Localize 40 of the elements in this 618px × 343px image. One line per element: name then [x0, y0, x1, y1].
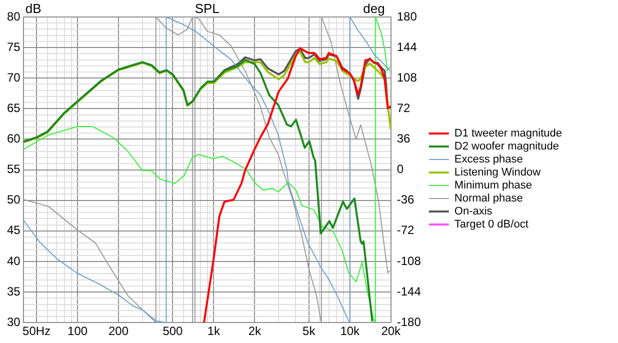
y2-tick-label: -36 — [396, 192, 415, 207]
legend-label: Target 0 dB/oct — [454, 218, 528, 231]
y2-tick-label: 108 — [396, 70, 418, 84]
y2-axis-title: deg — [363, 1, 385, 16]
legend-label: On-axis — [454, 206, 493, 218]
legend-label: Minimum phase — [454, 180, 532, 192]
y2-tick-label: 144 — [396, 40, 418, 54]
x-tick-label: 2k — [248, 324, 262, 338]
y-tick-label: 45 — [6, 223, 21, 238]
chart-title: SPL — [194, 1, 220, 16]
legend-label: D1 tweeter magnitude — [454, 128, 562, 140]
y-tick-label: 50 — [6, 192, 21, 207]
x-tick-label: 5k — [302, 324, 316, 338]
legend-label: D2 woofer magnitude — [454, 140, 559, 153]
x-tick-label: 100 — [68, 324, 88, 338]
x-tick-label: 200 — [108, 324, 129, 338]
legend-label: Normal phase — [454, 192, 523, 205]
y-tick-label: 30 — [6, 314, 21, 329]
y2-tick-label: 0 — [396, 162, 404, 176]
y2-tick-label: -72 — [396, 223, 415, 238]
x-tick-label: 500 — [162, 324, 184, 338]
y-tick-label: 75 — [6, 40, 21, 54]
y-tick-label: 80 — [6, 9, 21, 24]
y-axis-title: dB — [25, 1, 42, 16]
x-tick-label: 50Hz — [22, 324, 51, 338]
y-tick-label: 40 — [6, 254, 21, 268]
y2-tick-label: 180 — [396, 9, 418, 24]
x-tick-label: 10k — [340, 324, 361, 338]
y2-tick-label: 36 — [396, 132, 411, 146]
legend-label: Excess phase — [454, 154, 523, 166]
y2-tick-label: 72 — [396, 100, 411, 115]
y2-tick-label: -108 — [396, 254, 422, 268]
y2-tick-label: -144 — [396, 284, 422, 298]
y-tick-label: 35 — [6, 284, 21, 298]
x-tick-label: 1k — [207, 324, 222, 338]
y-tick-label: 65 — [6, 100, 21, 115]
y-tick-label: 70 — [6, 70, 21, 84]
legend-label: Listening Window — [454, 166, 541, 179]
y-tick-label: 55 — [6, 162, 21, 176]
y-tick-label: 60 — [6, 132, 21, 146]
